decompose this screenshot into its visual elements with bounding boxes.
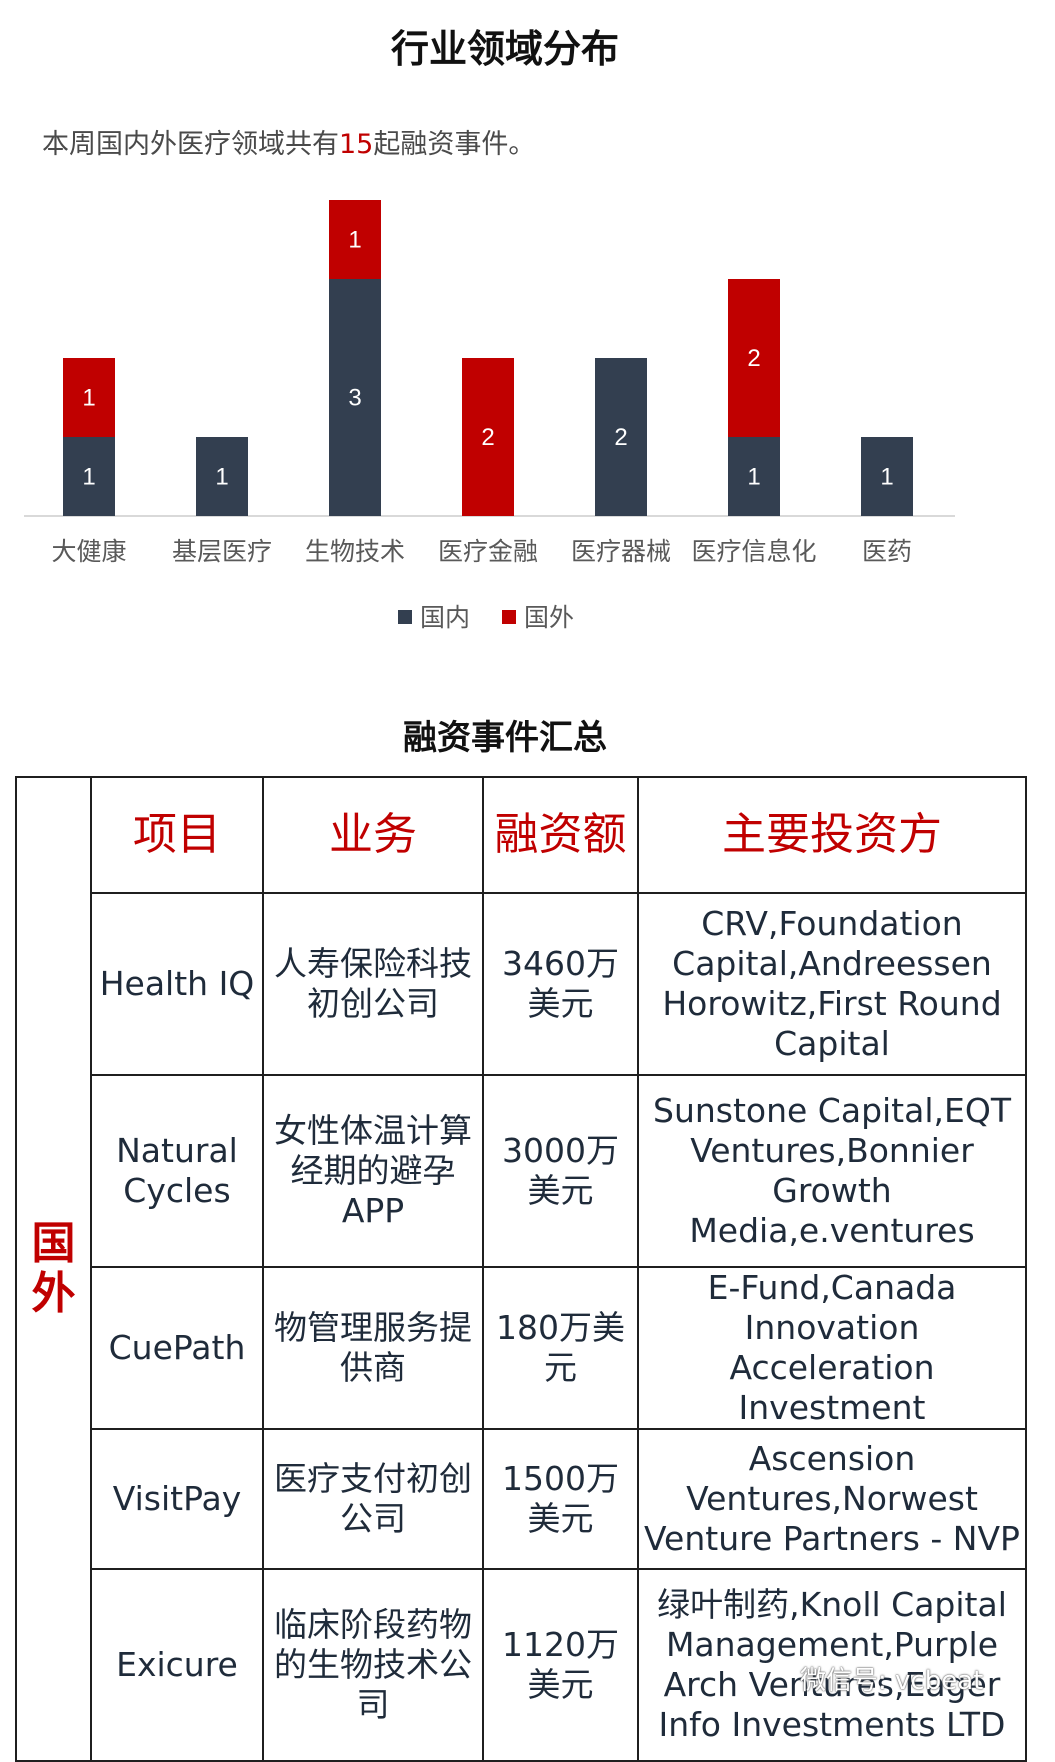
investors-cell: CRV,Foundation Capital,Andreessen Horowi… xyxy=(637,892,1027,1076)
table-row: CuePath 物管理服务提供商 180万美元 E-Fund,Canada Innov… xyxy=(16,1266,1027,1430)
header-business: 业务 xyxy=(262,776,484,894)
legend-label: 国内 xyxy=(420,603,470,632)
investors-cell: Ascension Ventures,Norwest Venture Partn… xyxy=(637,1428,1027,1570)
summary-prefix: 本周国内外医疗领域共有 xyxy=(42,129,339,160)
amount-cell: 1120万美元 xyxy=(482,1568,639,1762)
x-tick-label: 医疗信息化 xyxy=(691,537,816,566)
x-tick-label: 大健康 xyxy=(51,537,126,566)
bar-domestic xyxy=(861,437,913,516)
region-label: 国外 xyxy=(31,1218,76,1319)
bar-value-label: 2 xyxy=(481,424,494,451)
bar-value-label: 1 xyxy=(880,464,893,491)
project-cell: CuePath xyxy=(90,1266,264,1430)
investors-cell: E-Fund,Canada Innovation Acceleration In… xyxy=(637,1266,1027,1430)
financing-summary-title: 融资事件汇总 xyxy=(403,718,607,758)
bar-foreign xyxy=(63,358,115,437)
x-tick-label: 医疗器械 xyxy=(571,537,671,566)
x-tick-label: 生物技术 xyxy=(305,537,405,566)
legend-label: 国外 xyxy=(524,603,574,632)
business-cell: 人寿保险科技初创公司 xyxy=(262,892,484,1076)
event-count: 15 xyxy=(339,129,374,160)
table-row: VisitPay 医疗支付初创公司 1500万美元 Ascension Venture… xyxy=(16,1428,1027,1570)
bar-domestic xyxy=(63,437,115,516)
region-cell: 国外 xyxy=(15,776,92,1762)
bar-foreign xyxy=(462,358,514,516)
bar-value-label: 3 xyxy=(348,385,361,412)
x-tick-label: 基层医疗 xyxy=(172,537,272,566)
header-project: 项目 xyxy=(90,776,264,894)
table-header-row: 国外 项目 业务 融资额 主要投资方 xyxy=(15,776,1027,1762)
amount-cell: 3000万美元 xyxy=(482,1074,639,1268)
financing-events-table: 国外 项目 业务 融资额 主要投资方 Health IQ 人寿保险科技初创公司 34… xyxy=(15,776,1027,1762)
table-row: Natural Cycles 女性体温计算经期的避孕APP 3000万美元 Sunst… xyxy=(16,1074,1027,1268)
bar-value-label: 1 xyxy=(82,464,95,491)
bar-value-label: 1 xyxy=(82,385,95,412)
bar-domestic xyxy=(728,437,780,516)
bar-value-label: 2 xyxy=(614,424,627,451)
bar-value-label: 1 xyxy=(747,464,760,491)
bar-value-label: 1 xyxy=(348,227,361,254)
amount-cell: 1500万美元 xyxy=(482,1428,639,1570)
legend-swatch-foreign xyxy=(502,610,516,624)
table-row: Health IQ 人寿保险科技初创公司 3460万美元 CRV,Foundation… xyxy=(16,892,1027,1076)
business-cell: 医疗支付初创公司 xyxy=(262,1428,484,1570)
header-investors: 主要投资方 xyxy=(637,776,1027,894)
wechat-watermark: 微信号: vcbeat xyxy=(800,1666,984,1696)
bar-value-label: 1 xyxy=(215,464,228,491)
bar-foreign xyxy=(329,200,381,279)
summary-suffix: 起融资事件。 xyxy=(373,129,536,160)
summary-text: 本周国内外医疗领域共有15起融资事件。 xyxy=(42,122,535,161)
header-amount: 融资额 xyxy=(482,776,639,894)
project-cell: Health IQ xyxy=(90,892,264,1076)
bar-domestic xyxy=(329,279,381,516)
investors-cell: Sunstone Capital,EQT Ventures,Bonnier Gr… xyxy=(637,1074,1027,1268)
bar-domestic xyxy=(196,437,248,516)
bar-foreign xyxy=(728,279,780,437)
amount-cell: 3460万美元 xyxy=(482,892,639,1076)
business-cell: 女性体温计算经期的避孕APP xyxy=(262,1074,484,1268)
project-cell: Exicure xyxy=(90,1568,264,1762)
bar-value-label: 2 xyxy=(747,345,760,372)
project-cell: Natural Cycles xyxy=(90,1074,264,1268)
bar-domestic xyxy=(595,358,647,516)
project-cell: VisitPay xyxy=(90,1428,264,1570)
industry-distribution-title: 行业领域分布 xyxy=(390,27,619,71)
legend-swatch-domestic xyxy=(398,610,412,624)
business-cell: 临床阶段药物的生物技术公司 xyxy=(262,1568,484,1762)
x-tick-label: 医药 xyxy=(862,537,912,566)
amount-cell: 180万美元 xyxy=(482,1266,639,1430)
business-cell: 物管理服务提供商 xyxy=(262,1266,484,1430)
x-tick-label: 医疗金融 xyxy=(438,537,538,566)
